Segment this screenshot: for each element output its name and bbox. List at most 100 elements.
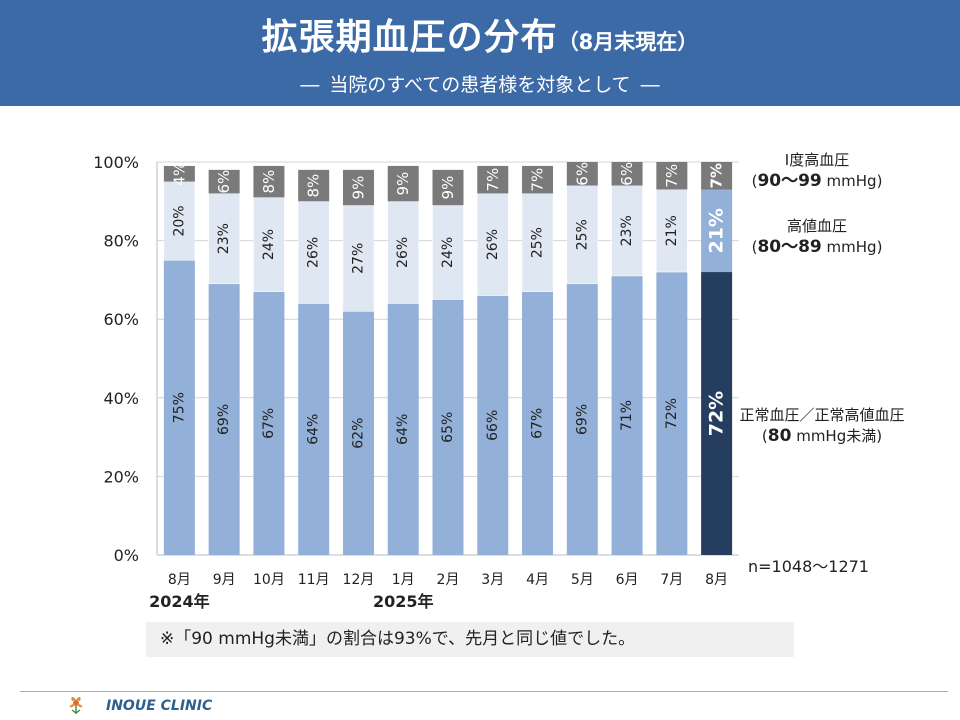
bar-segment-normal bbox=[208, 283, 240, 555]
bar-segment-grade1 bbox=[477, 165, 509, 194]
bar-segment-high bbox=[611, 185, 643, 277]
label-high-name: 高値血圧 bbox=[786, 217, 847, 235]
bar-value-label: 9% bbox=[439, 176, 457, 200]
bar-value-label: 9% bbox=[349, 176, 367, 200]
clinic-logo-icon bbox=[69, 697, 83, 714]
bar-value-label: 64% bbox=[306, 414, 322, 445]
x-tick-label: 7月 bbox=[660, 572, 683, 588]
bar-value-label: 72% bbox=[706, 391, 728, 436]
bar-value-label: 20% bbox=[171, 205, 187, 236]
bar-segment-high bbox=[477, 193, 509, 296]
bar-value-label: 64% bbox=[395, 414, 411, 445]
bar-value-label: 75% bbox=[171, 392, 187, 423]
footer-divider bbox=[20, 691, 948, 692]
bar-segment-grade1 bbox=[566, 162, 598, 186]
bar-value-label: 21% bbox=[664, 215, 680, 246]
bar-value-label: 69% bbox=[574, 404, 590, 435]
bar-value-label: 71% bbox=[619, 400, 635, 431]
sample-size: n=1048～1271 bbox=[748, 557, 869, 576]
bar-segment-normal bbox=[656, 272, 688, 555]
bar-value-label: 23% bbox=[619, 215, 635, 246]
subtitle-dash-left: ― bbox=[300, 74, 320, 96]
bar-value-label: 67% bbox=[261, 408, 277, 439]
x-tick-label: 9月 bbox=[213, 572, 236, 588]
year-label: 2024年 bbox=[149, 592, 210, 611]
bar-value-label: 8% bbox=[305, 174, 323, 198]
bar-segment-normal bbox=[566, 283, 598, 555]
bar-value-label: 23% bbox=[216, 223, 232, 254]
y-tick-label: 60% bbox=[103, 310, 139, 329]
x-tick-label: 5月 bbox=[571, 572, 594, 588]
bar-value-label: 65% bbox=[440, 412, 456, 443]
bar-segment-normal bbox=[253, 291, 285, 555]
bar-value-label: 7% bbox=[708, 163, 726, 188]
bar-value-label: 21% bbox=[706, 208, 728, 253]
label-grade1-unit: mmHg bbox=[821, 172, 877, 190]
bar-value-label: 25% bbox=[530, 227, 546, 258]
bar-value-label: 24% bbox=[440, 237, 456, 268]
header-banner: 拡張期血圧の分布（8月末現在） ― 当院のすべての患者様を対象として ― bbox=[0, 0, 960, 106]
bar-segment-grade1 bbox=[701, 162, 733, 190]
summary-note: ※「90 mmHg未満」の割合は93%で、先月と同じ値でした。 bbox=[146, 622, 794, 657]
y-tick-label: 0% bbox=[114, 546, 139, 565]
bar-value-label: 62% bbox=[350, 418, 366, 449]
y-tick-label: 100% bbox=[93, 153, 139, 172]
x-tick-label: 4月 bbox=[526, 572, 549, 588]
bar-segment-normal bbox=[342, 311, 374, 555]
subtitle-text: 当院のすべての患者様を対象として bbox=[329, 74, 631, 96]
label-normal-range-value: 80 bbox=[767, 426, 792, 446]
bar-segment-high bbox=[253, 197, 285, 292]
bar-segment-normal bbox=[298, 303, 330, 555]
bar-value-label: 7% bbox=[484, 168, 502, 192]
page-subtitle: ― 当院のすべての患者様を対象として ― bbox=[0, 70, 960, 97]
bar-value-label: 9% bbox=[394, 172, 412, 196]
bar-segment-normal bbox=[163, 260, 195, 555]
bar-value-label: 6% bbox=[618, 162, 636, 186]
label-grade1-name: Ⅰ度高血圧 bbox=[784, 151, 850, 169]
title-main: 拡張期血圧の分布 bbox=[261, 17, 558, 58]
bar-segment-high bbox=[701, 189, 733, 273]
title-sub: （8月末現在） bbox=[557, 30, 699, 54]
label-high-unit: mmHg bbox=[821, 238, 877, 256]
label-normal: 正常血圧／正常高値血圧 (80 mmHg未満) bbox=[728, 405, 916, 447]
bar-segment-high bbox=[432, 204, 464, 300]
bar-segment-normal bbox=[611, 275, 643, 555]
bar-value-label: 26% bbox=[306, 237, 322, 268]
x-tick-label: 8月 bbox=[705, 572, 728, 588]
y-tick-label: 40% bbox=[103, 389, 139, 408]
label-normal-range: (80 mmHg未満) bbox=[761, 426, 883, 446]
bar-segment-grade1 bbox=[342, 169, 374, 206]
y-tick-label: 80% bbox=[103, 232, 139, 251]
label-high: 高値血圧 (80～89 mmHg) bbox=[742, 216, 892, 258]
bar-segment-high bbox=[163, 181, 196, 261]
bar-segment-grade1 bbox=[522, 165, 554, 194]
bar-segment-grade1 bbox=[432, 169, 464, 206]
x-tick-label: 10月 bbox=[253, 572, 285, 588]
subtitle-dash-right: ― bbox=[640, 74, 660, 96]
bar-segment-grade1 bbox=[253, 165, 285, 198]
bar-value-label: 69% bbox=[216, 404, 232, 435]
clinic-name: INOUE CLINIC bbox=[106, 698, 213, 714]
bar-segment-grade1 bbox=[208, 169, 240, 194]
bar-segment-high bbox=[342, 204, 375, 312]
y-tick-label: 20% bbox=[103, 467, 139, 486]
label-grade1-range: (90～99 mmHg) bbox=[751, 171, 883, 191]
bar-value-label: 66% bbox=[485, 410, 501, 441]
bar-value-label: 26% bbox=[395, 237, 411, 268]
x-tick-label: 3月 bbox=[481, 572, 504, 588]
year-label: 2025年 bbox=[373, 592, 434, 611]
bar-segment-normal bbox=[477, 295, 509, 555]
label-normal-unit: mmHg未満 bbox=[791, 427, 877, 445]
bar-segment-grade1 bbox=[656, 162, 688, 190]
x-tick-label: 2月 bbox=[437, 572, 460, 588]
bar-segment-grade1 bbox=[163, 165, 195, 182]
bar-segment-normal bbox=[701, 272, 733, 555]
x-tick-label: 6月 bbox=[616, 572, 639, 588]
page-title: 拡張期血圧の分布（8月末現在） bbox=[0, 8, 960, 60]
label-high-range-value: 80～89 bbox=[757, 237, 822, 257]
bar-value-label: 6% bbox=[573, 162, 591, 186]
bar-value-label: 24% bbox=[261, 229, 277, 260]
bar-segment-grade1 bbox=[611, 162, 643, 186]
label-grade1: Ⅰ度高血圧 (90～99 mmHg) bbox=[742, 150, 892, 192]
